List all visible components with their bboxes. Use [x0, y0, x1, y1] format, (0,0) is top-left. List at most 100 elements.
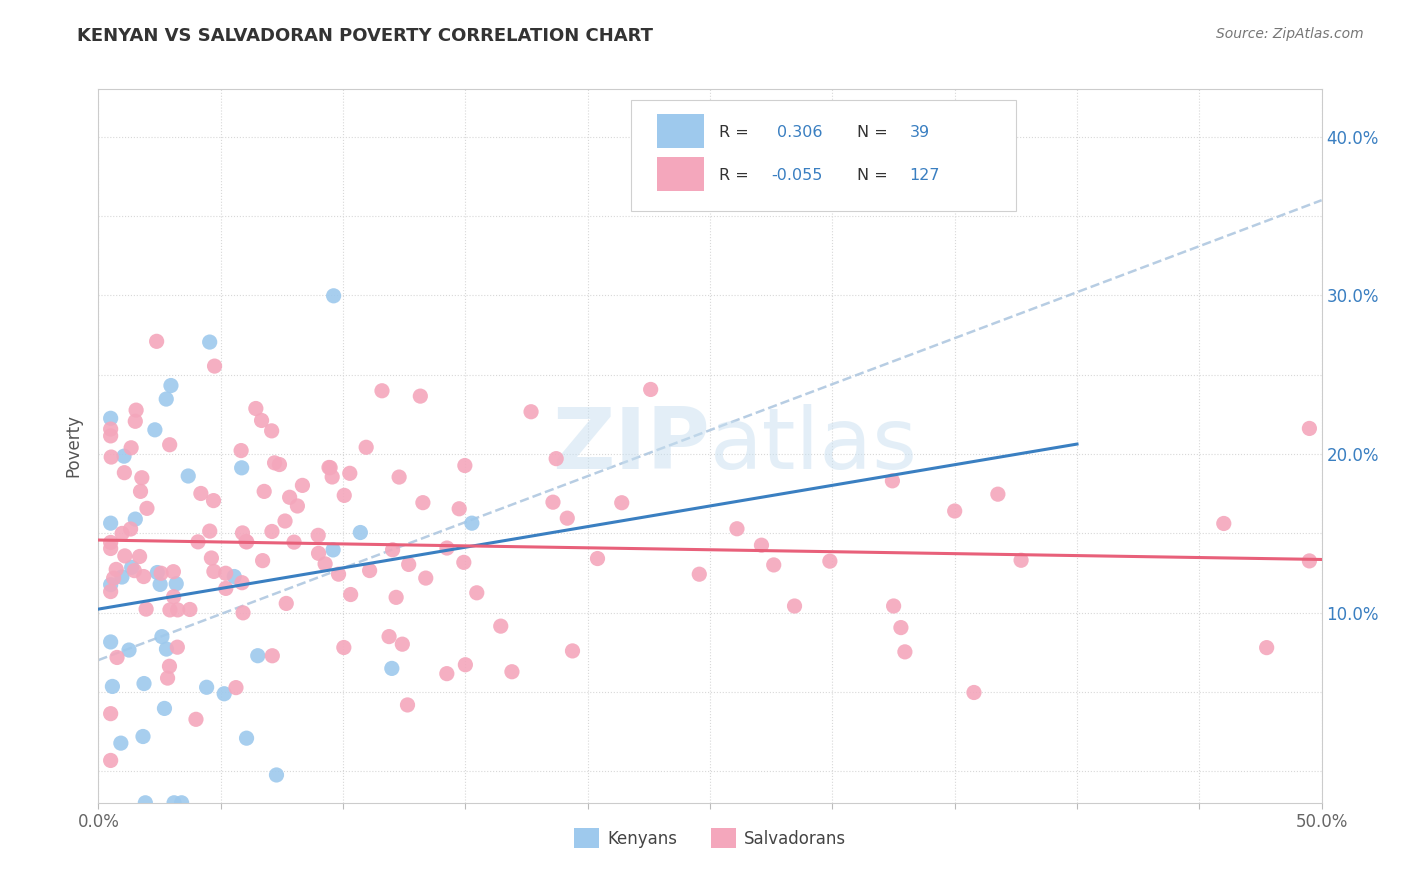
Point: [246, 648, 269, 663]
Point: [112, 466, 135, 480]
Point: [541, 495, 564, 509]
Point: [883, 599, 905, 613]
Point: [202, 565, 225, 579]
Point: [250, 413, 273, 427]
Point: [263, 456, 285, 470]
Point: [100, 516, 122, 531]
Point: [120, 441, 142, 455]
Point: [287, 499, 309, 513]
Point: [1212, 516, 1234, 531]
Point: [105, 650, 128, 665]
Point: [890, 621, 912, 635]
Point: [100, 429, 122, 443]
Point: [501, 665, 523, 679]
Point: [378, 630, 401, 644]
Point: [162, 565, 184, 579]
Point: [166, 603, 188, 617]
Point: [291, 478, 314, 492]
Point: [461, 516, 484, 531]
Point: [100, 706, 122, 721]
Point: [215, 566, 238, 581]
Point: [111, 570, 134, 584]
Point: [166, 640, 188, 655]
Text: 127: 127: [910, 168, 941, 183]
Text: KENYAN VS SALVADORAN POVERTY CORRELATION CHART: KENYAN VS SALVADORAN POVERTY CORRELATION…: [77, 27, 654, 45]
Point: [388, 470, 411, 484]
Point: [150, 630, 173, 644]
Point: [381, 661, 404, 675]
Point: [149, 577, 172, 591]
Point: [235, 534, 257, 549]
Text: R =: R =: [718, 168, 748, 183]
Point: [260, 424, 283, 438]
Point: [339, 467, 361, 481]
Point: [409, 389, 432, 403]
Point: [561, 644, 583, 658]
Point: [129, 484, 152, 499]
Point: [204, 359, 226, 373]
Point: [349, 525, 371, 540]
Point: [136, 501, 159, 516]
Point: [232, 606, 254, 620]
Point: [412, 496, 434, 510]
Point: [187, 534, 209, 549]
Point: [131, 471, 153, 485]
Text: ZIP: ZIP: [553, 404, 710, 488]
Point: [170, 796, 193, 810]
Point: [229, 443, 252, 458]
Point: [266, 768, 288, 782]
Point: [105, 562, 128, 576]
Point: [198, 334, 221, 349]
Point: [415, 571, 437, 585]
Point: [100, 422, 122, 436]
Legend: Kenyans, Salvadorans: Kenyans, Salvadorans: [567, 822, 853, 855]
Point: [135, 602, 157, 616]
Point: [453, 555, 475, 569]
Point: [162, 590, 184, 604]
Point: [339, 588, 361, 602]
Point: [200, 551, 222, 566]
Point: [159, 438, 181, 452]
Text: 39: 39: [910, 125, 929, 140]
Point: [278, 490, 301, 504]
Point: [894, 645, 917, 659]
Point: [225, 681, 247, 695]
Point: [184, 712, 207, 726]
Point: [103, 571, 125, 585]
Point: [112, 449, 135, 463]
Text: 0.306: 0.306: [778, 125, 823, 140]
Point: [381, 542, 404, 557]
Point: [101, 680, 124, 694]
Point: [100, 584, 122, 599]
Point: [132, 569, 155, 583]
Point: [520, 405, 543, 419]
Point: [610, 496, 633, 510]
Point: [143, 423, 166, 437]
Point: [128, 549, 150, 564]
Point: [449, 501, 471, 516]
Point: [134, 796, 156, 810]
Point: [546, 451, 568, 466]
Point: [436, 666, 458, 681]
Text: N =: N =: [856, 168, 887, 183]
Point: [252, 554, 274, 568]
Point: [454, 458, 477, 473]
Point: [783, 599, 806, 613]
Point: [328, 567, 350, 582]
Point: [307, 528, 329, 542]
Point: [1298, 421, 1320, 435]
Point: [398, 558, 420, 572]
Point: [987, 487, 1010, 501]
Point: [155, 642, 177, 657]
Text: R =: R =: [718, 125, 748, 140]
Point: [100, 577, 122, 591]
Point: [231, 575, 253, 590]
Point: [100, 635, 122, 649]
Text: Source: ZipAtlas.com: Source: ZipAtlas.com: [1216, 27, 1364, 41]
Point: [120, 522, 142, 536]
Point: [155, 392, 177, 406]
Point: [150, 566, 173, 581]
Point: [198, 524, 221, 538]
Point: [321, 470, 343, 484]
Point: [943, 504, 966, 518]
